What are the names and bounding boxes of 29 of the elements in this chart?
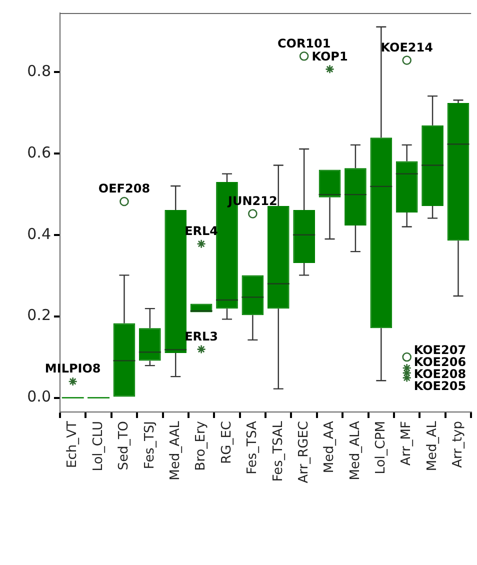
x-tick-label: Ech_VT (65, 420, 80, 468)
annotation: KOE214 (380, 40, 433, 54)
x-tick-label: Bro_Ery (194, 420, 209, 471)
x-tick-label: Fes_TSJ (142, 421, 158, 470)
y-tick-label: 0.6 (27, 143, 51, 162)
x-tick-label: Med_ALA (348, 420, 363, 480)
y-tick-label: 0.8 (27, 62, 51, 80)
annotation: KOE206 (414, 355, 466, 370)
annotation: COR101 (277, 36, 331, 50)
y-tick-label: 0.0 (27, 388, 51, 406)
annotation: KOE208 (414, 367, 466, 382)
x-tick-label: Med_AL (424, 420, 440, 472)
annotation: OEF208 (98, 182, 150, 196)
y-tick-label: 0.4 (27, 224, 51, 243)
x-tick-label: Arr_typ (450, 421, 466, 468)
annotation: KOP1 (312, 49, 348, 64)
x-tick-label: Lol_CLU (90, 421, 106, 472)
x-tick-label: Arr_RGEC (296, 421, 312, 484)
x-tick-label: RG_EC (219, 421, 234, 464)
x-tick-label: Fes_TSA (245, 420, 260, 474)
x-tick-label: Fes_TSAL (270, 420, 286, 482)
annotation: KOE207 (414, 343, 466, 358)
y-tick-label: 0.2 (27, 306, 51, 324)
x-tick-label: Med_AA (322, 420, 338, 474)
x-tick-label: Lol_CPM (374, 421, 389, 474)
x-tick-label: Sed_TO (116, 421, 132, 470)
annotation: KOE205 (414, 379, 466, 394)
x-tick-label: Arr_MF (399, 421, 414, 466)
x-tick-label: Med_AAL (168, 420, 183, 480)
